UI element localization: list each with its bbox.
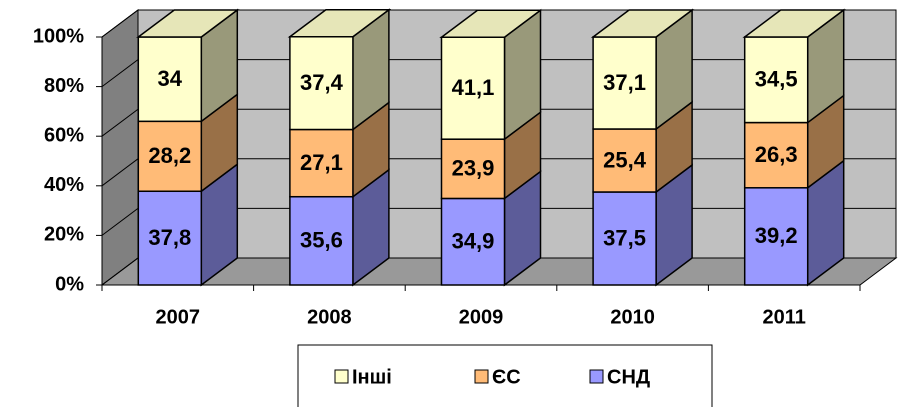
legend-label: ЄС: [492, 366, 521, 388]
bar: [440, 138, 506, 200]
data-label: 26,3: [755, 142, 798, 167]
legend-box: [297, 344, 713, 407]
y-tick-label: 20%: [44, 224, 84, 246]
bar: [289, 195, 354, 286]
bar-top: [590, 9, 695, 38]
data-label: 34,5: [755, 67, 798, 92]
legend-swatch: [334, 369, 349, 384]
y-tick-label: 0%: [55, 273, 84, 295]
y-tick-label: 80%: [44, 75, 84, 97]
bar: [592, 128, 657, 193]
data-label: 37,5: [603, 225, 646, 250]
legend-swatch: [474, 369, 489, 384]
x-tick-label: 2010: [610, 306, 655, 328]
bar: [592, 191, 657, 286]
side-wall: [101, 9, 139, 286]
data-label: 25,4: [603, 147, 647, 172]
data-label: 34: [158, 66, 183, 91]
data-label: 34,9: [452, 229, 495, 254]
y-tick-label: 40%: [44, 174, 84, 196]
legend-label: СНД: [607, 366, 650, 388]
data-label: 37,8: [148, 225, 191, 250]
data-label: 35,6: [300, 228, 343, 253]
x-tick-label: 2008: [307, 306, 352, 328]
bar: [289, 36, 354, 131]
data-label: 23,9: [452, 156, 495, 181]
bar-top: [439, 9, 543, 38]
bar: [743, 121, 809, 189]
bar-top: [742, 9, 846, 38]
bar: [137, 190, 203, 286]
legend-label: Інші: [352, 366, 392, 388]
bar: [592, 36, 657, 130]
bar-top: [287, 9, 392, 38]
data-label: 39,2: [755, 223, 798, 248]
y-tick-label: 60%: [44, 124, 84, 146]
data-label: 28,2: [148, 143, 191, 168]
y-tick-label: 100%: [33, 25, 84, 47]
x-tick-label: 2007: [156, 306, 201, 328]
data-label: 41,1: [452, 75, 495, 100]
bar-top: [136, 9, 240, 38]
data-label: 37,1: [603, 70, 646, 95]
legend-swatch: [589, 369, 604, 384]
bar: [289, 128, 354, 198]
x-tick-label: 2009: [459, 306, 504, 328]
bar: [440, 197, 506, 286]
data-label: 37,4: [300, 70, 344, 95]
x-tick-label: 2011: [763, 306, 806, 328]
bar: [743, 187, 809, 286]
data-label: 27,1: [300, 150, 343, 175]
